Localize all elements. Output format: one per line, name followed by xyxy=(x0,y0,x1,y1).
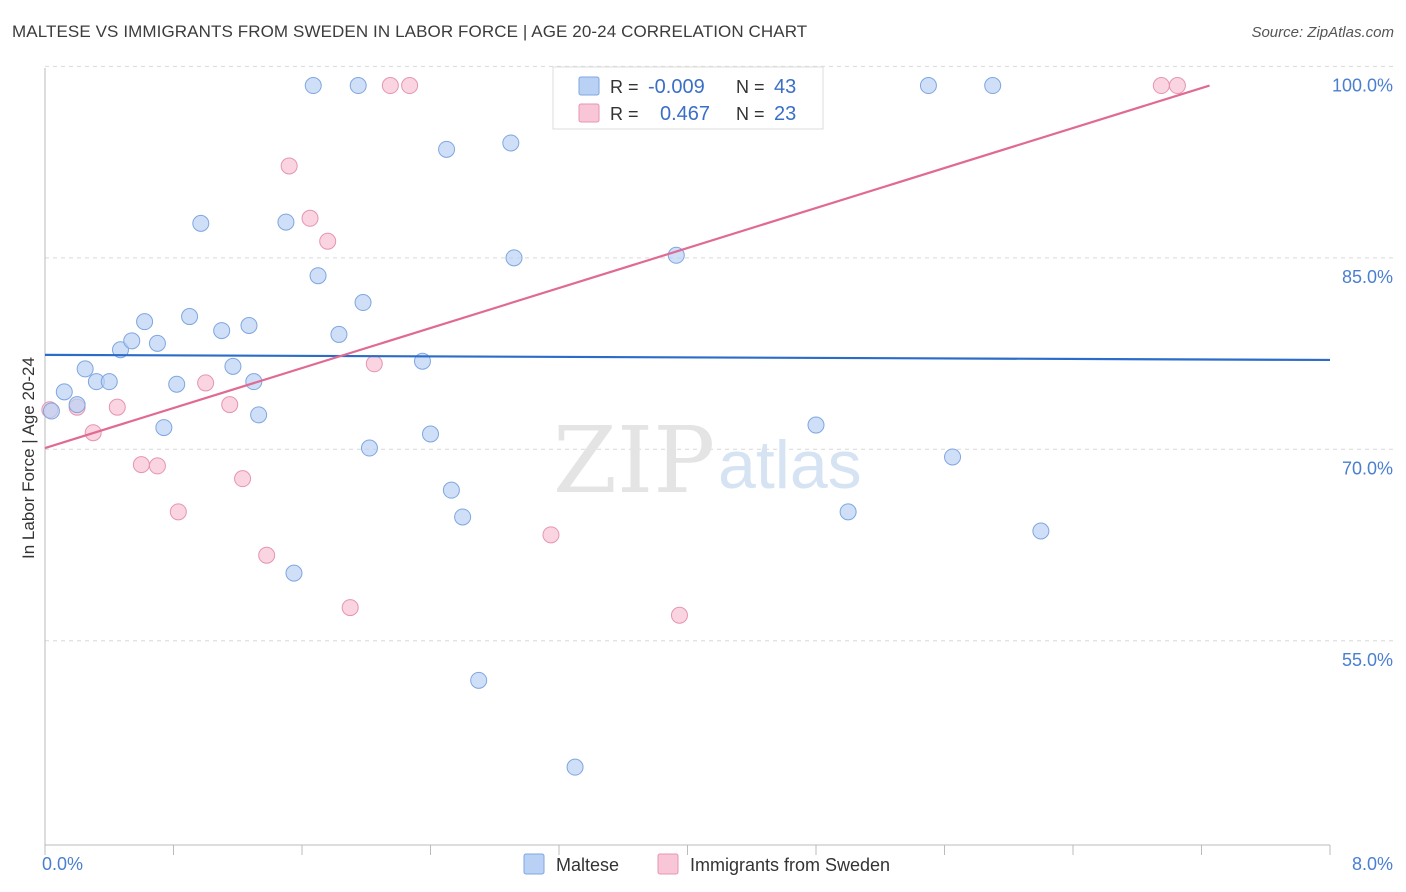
y-tick-label-0: 100.0% xyxy=(1332,76,1393,96)
sweden-point-8 xyxy=(221,396,239,414)
sweden-point-12 xyxy=(301,209,319,227)
bottom-legend-maltese-swatch xyxy=(523,853,545,875)
sweden-point-15 xyxy=(365,355,383,373)
sweden-point-7 xyxy=(197,374,215,392)
maltese-point-1 xyxy=(55,383,73,401)
maltese-point-14 xyxy=(213,322,231,340)
maltese-point-6 xyxy=(111,341,129,359)
series-sweden-points xyxy=(41,77,1186,624)
sweden-point-13 xyxy=(319,232,337,250)
legend-r-label-2: R = xyxy=(610,104,639,124)
watermark-atlas: atlas xyxy=(718,427,862,503)
maltese-point-3 xyxy=(76,360,94,378)
legend-maltese-swatch xyxy=(578,76,600,96)
trend-lines xyxy=(44,84,1331,450)
sweden-point-18 xyxy=(542,526,560,544)
maltese-point-32 xyxy=(470,671,488,689)
maltese-trend-line xyxy=(44,353,1331,362)
legend-n-value-2: 23 xyxy=(774,103,796,125)
y-axis-title: In Labor Force | Age 20-24 xyxy=(19,357,38,559)
y-tick-label-2: 70.0% xyxy=(1342,458,1393,478)
x-tick-label-0: 0.0% xyxy=(42,854,83,874)
bottom-legend-sweden-swatch xyxy=(657,853,679,875)
y-tick-label-3: 55.0% xyxy=(1342,650,1393,670)
maltese-point-12 xyxy=(181,308,199,326)
series-maltese-points xyxy=(42,77,1050,776)
y-tick-labels: 100.0% 85.0% 70.0% 55.0% xyxy=(1332,76,1393,670)
bottom-legend-maltese-label: Maltese xyxy=(556,855,619,875)
legend-n-label-2: N = xyxy=(736,104,765,124)
sweden-point-19 xyxy=(670,606,688,624)
sweden-point-11 xyxy=(280,157,298,175)
x-tick-label-1: 8.0% xyxy=(1352,854,1393,874)
maltese-point-34 xyxy=(505,249,523,267)
sweden-point-6 xyxy=(169,503,187,521)
maltese-point-19 xyxy=(277,213,295,231)
sweden-point-14 xyxy=(341,599,359,617)
legend-r-value-2: 0.467 xyxy=(660,103,710,125)
maltese-point-7 xyxy=(123,332,141,350)
maltese-point-10 xyxy=(155,419,173,437)
maltese-point-22 xyxy=(309,267,327,285)
maltese-point-31 xyxy=(454,508,472,526)
maltese-point-9 xyxy=(148,334,166,352)
maltese-point-35 xyxy=(566,758,584,776)
maltese-point-2 xyxy=(68,396,86,414)
maltese-point-30 xyxy=(442,481,460,499)
maltese-point-18 xyxy=(250,406,268,424)
maltese-point-33 xyxy=(502,134,520,152)
watermark: ZIP atlas xyxy=(553,407,862,514)
sweden-point-17 xyxy=(401,77,419,95)
sweden-point-22 xyxy=(1152,77,1170,95)
sweden-point-3 xyxy=(108,398,126,416)
maltese-point-21 xyxy=(304,77,322,95)
maltese-point-16 xyxy=(240,316,258,334)
x-tick-labels: 0.0% 8.0% xyxy=(42,854,1393,874)
gridlines xyxy=(45,65,1395,642)
maltese-point-40 xyxy=(944,448,962,466)
sweden-point-10 xyxy=(258,546,276,564)
maltese-point-41 xyxy=(984,77,1002,95)
maltese-point-15 xyxy=(224,357,242,375)
maltese-point-11 xyxy=(168,375,186,393)
maltese-point-5 xyxy=(100,373,118,391)
legend-n-label-1: N = xyxy=(736,77,765,97)
legend-sweden-swatch xyxy=(578,103,600,123)
sweden-trend-line xyxy=(44,84,1210,450)
y-tick-label-1: 85.0% xyxy=(1342,267,1393,287)
maltese-point-39 xyxy=(919,77,937,95)
maltese-point-13 xyxy=(192,214,210,232)
legend-r-value-1: -0.009 xyxy=(648,76,705,98)
stats-legend: R = -0.009 N = 43 R = 0.467 N = 23 xyxy=(552,66,824,130)
maltese-point-42 xyxy=(1032,522,1050,540)
maltese-point-24 xyxy=(349,77,367,95)
maltese-point-37 xyxy=(807,416,825,434)
series-legend: Maltese Immigrants from Sweden xyxy=(523,853,890,875)
maltese-point-38 xyxy=(839,503,857,521)
maltese-point-29 xyxy=(438,140,456,158)
sweden-point-4 xyxy=(132,456,150,474)
maltese-point-0 xyxy=(42,402,60,420)
sweden-point-9 xyxy=(234,470,252,488)
source-label: Source: ZipAtlas.com xyxy=(1251,24,1394,41)
axes xyxy=(44,68,1331,855)
maltese-point-23 xyxy=(330,325,348,343)
maltese-point-28 xyxy=(422,425,439,443)
maltese-point-8 xyxy=(136,313,154,331)
bottom-legend-sweden-label: Immigrants from Sweden xyxy=(690,855,890,875)
sweden-point-21 xyxy=(1168,77,1186,95)
maltese-point-25 xyxy=(354,294,372,312)
chart-title: MALTESE VS IMMIGRANTS FROM SWEDEN IN LAB… xyxy=(12,22,808,41)
legend-n-value-1: 43 xyxy=(774,76,796,98)
maltese-point-26 xyxy=(360,439,378,457)
watermark-zip: ZIP xyxy=(553,407,715,514)
sweden-point-16 xyxy=(381,77,399,95)
maltese-point-20 xyxy=(285,564,303,582)
sweden-point-5 xyxy=(148,457,166,475)
legend-r-label-1: R = xyxy=(610,77,639,97)
